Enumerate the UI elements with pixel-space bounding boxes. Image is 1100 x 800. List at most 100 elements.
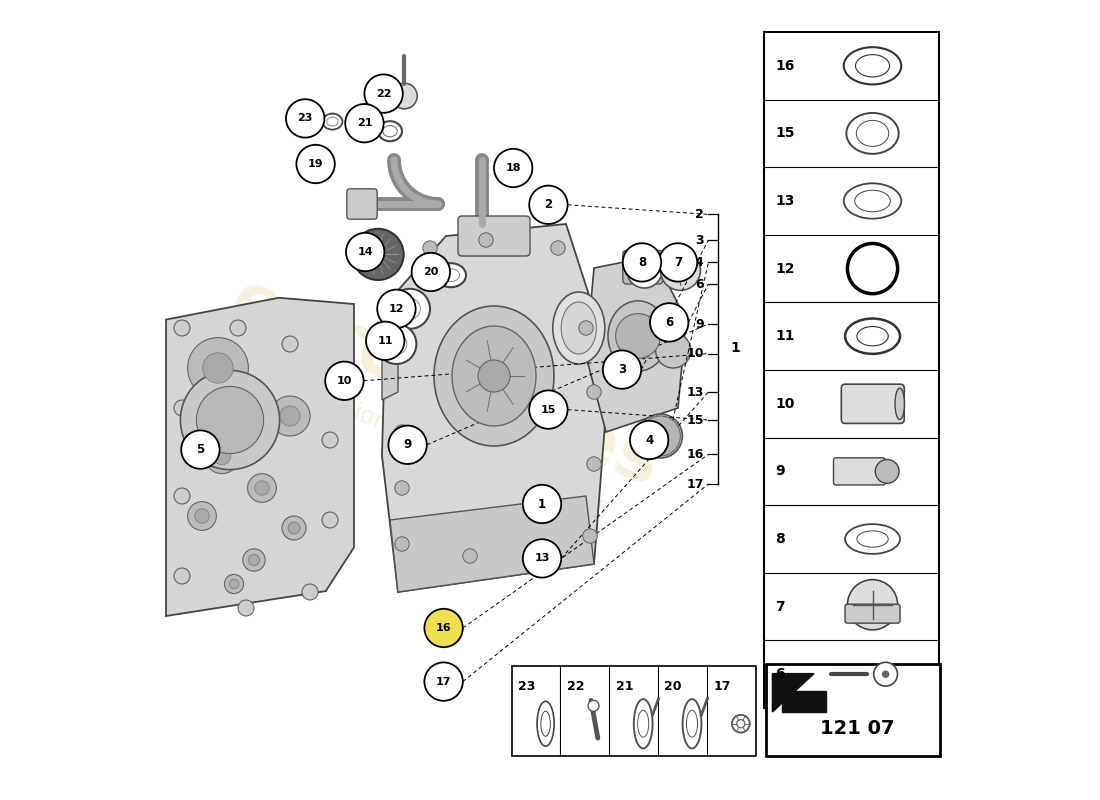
FancyBboxPatch shape <box>845 604 900 623</box>
Text: 15: 15 <box>776 126 795 141</box>
Circle shape <box>876 459 899 483</box>
Circle shape <box>174 568 190 584</box>
Circle shape <box>213 447 231 465</box>
Text: 17: 17 <box>686 478 704 490</box>
Circle shape <box>326 362 364 400</box>
Text: 8: 8 <box>638 256 646 269</box>
Text: 19: 19 <box>308 159 323 169</box>
Ellipse shape <box>846 113 899 154</box>
Circle shape <box>202 353 233 383</box>
Text: 22: 22 <box>566 680 584 693</box>
Ellipse shape <box>638 414 682 458</box>
Circle shape <box>296 145 334 183</box>
Text: 2: 2 <box>544 198 552 211</box>
Circle shape <box>376 324 417 364</box>
Text: 17: 17 <box>713 680 730 693</box>
Circle shape <box>588 700 600 711</box>
Circle shape <box>425 609 463 647</box>
Ellipse shape <box>845 318 900 354</box>
Ellipse shape <box>845 524 900 554</box>
Text: 18: 18 <box>506 163 521 173</box>
Ellipse shape <box>856 120 889 146</box>
Circle shape <box>529 186 568 224</box>
Bar <box>782 691 826 712</box>
Text: 9: 9 <box>404 438 411 451</box>
Circle shape <box>366 322 405 360</box>
Ellipse shape <box>683 699 702 748</box>
Circle shape <box>623 243 661 282</box>
Bar <box>512 666 756 756</box>
Text: 16: 16 <box>776 59 795 73</box>
Ellipse shape <box>561 302 596 354</box>
Text: 121 07: 121 07 <box>820 719 894 738</box>
Circle shape <box>882 670 889 678</box>
Text: 13: 13 <box>776 194 795 208</box>
Circle shape <box>395 425 409 439</box>
Circle shape <box>243 549 265 571</box>
Bar <box>764 32 938 708</box>
Circle shape <box>346 233 384 271</box>
Circle shape <box>188 338 249 398</box>
Ellipse shape <box>378 122 402 141</box>
Circle shape <box>522 539 561 578</box>
Circle shape <box>395 481 409 495</box>
Circle shape <box>586 457 602 471</box>
Circle shape <box>656 333 691 368</box>
Text: 6: 6 <box>776 667 785 682</box>
Text: 17: 17 <box>436 677 451 686</box>
Circle shape <box>238 600 254 616</box>
Polygon shape <box>772 674 814 712</box>
Polygon shape <box>382 224 610 592</box>
Circle shape <box>616 314 660 358</box>
Ellipse shape <box>553 292 605 364</box>
Text: 4: 4 <box>645 434 653 446</box>
Text: 20: 20 <box>664 680 682 693</box>
Circle shape <box>255 481 270 495</box>
Polygon shape <box>390 496 594 592</box>
Text: 6: 6 <box>666 316 673 329</box>
Circle shape <box>386 334 407 354</box>
Circle shape <box>180 370 279 470</box>
Circle shape <box>478 233 493 247</box>
Ellipse shape <box>634 699 652 748</box>
Ellipse shape <box>857 326 888 346</box>
Text: 7: 7 <box>674 256 682 269</box>
Circle shape <box>205 438 240 474</box>
Circle shape <box>188 502 217 530</box>
Text: 16: 16 <box>436 623 451 633</box>
Circle shape <box>422 241 437 255</box>
Circle shape <box>640 416 681 456</box>
Ellipse shape <box>856 54 890 77</box>
Circle shape <box>388 426 427 464</box>
Circle shape <box>411 253 450 291</box>
Text: 10: 10 <box>686 347 704 360</box>
Circle shape <box>395 537 409 551</box>
Text: 23: 23 <box>297 114 312 123</box>
Ellipse shape <box>857 531 888 547</box>
Circle shape <box>392 83 417 109</box>
Circle shape <box>282 516 306 540</box>
Circle shape <box>737 720 745 728</box>
Circle shape <box>288 522 300 534</box>
Circle shape <box>847 243 898 294</box>
Text: 21: 21 <box>616 680 634 693</box>
Text: 22: 22 <box>376 89 392 98</box>
Circle shape <box>635 261 654 280</box>
Text: 3: 3 <box>618 363 626 376</box>
FancyBboxPatch shape <box>623 250 663 284</box>
Text: 2: 2 <box>695 208 704 221</box>
Text: 11: 11 <box>776 330 795 343</box>
Text: 20: 20 <box>424 267 439 277</box>
Text: 4: 4 <box>695 256 704 269</box>
Circle shape <box>630 421 669 459</box>
Circle shape <box>551 241 565 255</box>
Polygon shape <box>382 352 398 400</box>
Circle shape <box>174 488 190 504</box>
Ellipse shape <box>442 269 460 282</box>
Circle shape <box>230 320 246 336</box>
Text: a passion for parts since1985: a passion for parts since1985 <box>279 371 613 525</box>
Circle shape <box>390 289 430 329</box>
Ellipse shape <box>541 711 550 736</box>
Circle shape <box>603 350 641 389</box>
Ellipse shape <box>537 702 554 746</box>
